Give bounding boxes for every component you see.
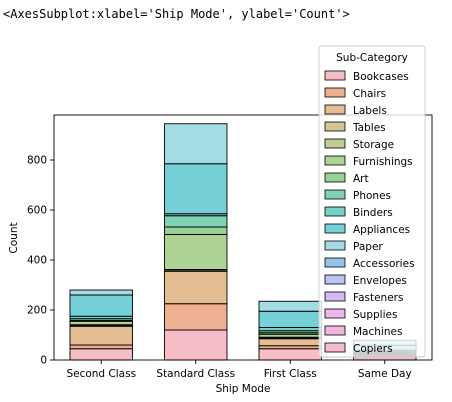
bar-segment-labels-second-class bbox=[70, 326, 133, 345]
legend-swatch-art bbox=[325, 173, 345, 182]
y-tick-label: 400 bbox=[27, 255, 47, 267]
legend-swatch-furnishings bbox=[325, 156, 345, 165]
legend-swatch-supplies bbox=[325, 309, 345, 318]
bar-segment-paper-second-class bbox=[70, 290, 133, 295]
legend: Sub-Category Bookcases Chairs Labels Tables S… bbox=[319, 46, 425, 357]
legend-title: Sub-Category bbox=[336, 52, 408, 64]
y-tick-label: 800 bbox=[27, 155, 47, 167]
legend-label-labels: Labels bbox=[353, 105, 387, 117]
legend-swatch-phones bbox=[325, 190, 345, 199]
bar-segment-binders-first-class bbox=[259, 328, 322, 331]
legend-label-supplies: Supplies bbox=[353, 309, 397, 321]
legend-label-copiers: Copiers bbox=[353, 343, 393, 355]
bar-segment-bookcases-standard-class bbox=[165, 330, 228, 360]
y-axis-label: Count bbox=[8, 222, 20, 253]
bar-segment-bookcases-first-class bbox=[259, 349, 322, 360]
legend-label-chairs: Chairs bbox=[353, 88, 386, 100]
legend-swatch-copiers bbox=[325, 343, 345, 352]
legend-swatch-chairs bbox=[325, 88, 345, 97]
x-axis-label: Ship Mode bbox=[216, 383, 271, 395]
legend-swatch-bookcases bbox=[325, 71, 345, 80]
bar-segment-furnishings-second-class bbox=[70, 321, 133, 325]
x-tick-label: Same Day bbox=[358, 368, 412, 380]
bar-segment-appliances-standard-class bbox=[165, 164, 228, 214]
bar-segment-labels-first-class bbox=[259, 339, 322, 346]
legend-label-fasteners: Fasteners bbox=[353, 292, 403, 304]
legend-swatch-accessories bbox=[325, 258, 345, 267]
legend-label-art: Art bbox=[353, 173, 369, 185]
bar-segment-furnishings-first-class bbox=[259, 334, 322, 337]
x-tick-label: Standard Class bbox=[156, 368, 235, 380]
legend-label-furnishings: Furnishings bbox=[353, 156, 413, 168]
bar-segment-bookcases-second-class bbox=[70, 349, 133, 360]
bar-segment-labels-standard-class bbox=[165, 271, 228, 304]
bar-segment-phones-standard-class bbox=[165, 216, 228, 227]
legend-swatch-machines bbox=[325, 326, 345, 335]
x-tick-label: Second Class bbox=[66, 368, 136, 380]
legend-label-phones: Phones bbox=[353, 190, 391, 202]
legend-label-accessories: Accessories bbox=[353, 258, 415, 270]
bar-segment-furnishings-standard-class bbox=[165, 235, 228, 270]
legend-label-binders: Binders bbox=[353, 207, 393, 219]
bar-segment-paper-standard-class bbox=[165, 124, 228, 164]
bar-segment-chairs-first-class bbox=[259, 346, 322, 349]
y-tick-label: 0 bbox=[40, 355, 47, 367]
y-tick-label: 600 bbox=[27, 205, 47, 217]
legend-swatch-paper bbox=[325, 241, 345, 250]
bar-segment-appliances-first-class bbox=[259, 311, 322, 327]
legend-swatch-envelopes bbox=[325, 275, 345, 284]
y-tick-label: 200 bbox=[27, 305, 47, 317]
legend-swatch-fasteners bbox=[325, 292, 345, 301]
legend-swatch-appliances bbox=[325, 224, 345, 233]
bar-segment-appliances-second-class bbox=[70, 295, 133, 316]
legend-swatch-storage bbox=[325, 139, 345, 148]
legend-label-paper: Paper bbox=[353, 241, 383, 253]
x-tick-label: First Class bbox=[264, 368, 317, 380]
legend-label-machines: Machines bbox=[353, 326, 402, 338]
bar-segment-art-standard-class bbox=[165, 227, 228, 235]
legend-swatch-labels bbox=[325, 105, 345, 114]
legend-swatch-binders bbox=[325, 207, 345, 216]
legend-label-appliances: Appliances bbox=[353, 224, 410, 236]
legend-label-storage: Storage bbox=[353, 139, 394, 151]
legend-label-bookcases: Bookcases bbox=[353, 71, 409, 83]
legend-label-envelopes: Envelopes bbox=[353, 275, 407, 287]
bar-segment-chairs-second-class bbox=[70, 345, 133, 349]
bar-segment-paper-first-class bbox=[259, 301, 322, 311]
bar-segment-chairs-standard-class bbox=[165, 304, 228, 330]
legend-label-tables: Tables bbox=[352, 122, 386, 134]
legend-swatch-tables bbox=[325, 122, 345, 131]
